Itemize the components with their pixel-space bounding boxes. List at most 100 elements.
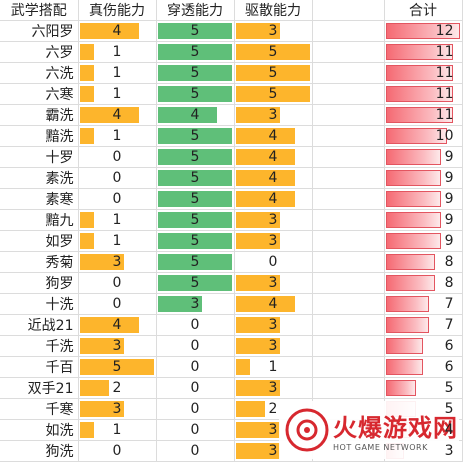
total-cell[interactable]: 9 xyxy=(384,209,463,231)
total-cell[interactable]: 9 xyxy=(384,167,463,189)
empty-cell[interactable] xyxy=(312,125,385,147)
true-damage-cell[interactable]: 0 xyxy=(78,293,157,315)
empty-cell[interactable] xyxy=(312,146,385,168)
dispel-cell[interactable]: 4 xyxy=(234,167,313,189)
combo-name-cell[interactable]: 十罗 xyxy=(0,146,79,168)
true-damage-cell[interactable]: 4 xyxy=(78,20,157,42)
total-cell[interactable]: 12 xyxy=(384,20,463,42)
true-damage-cell[interactable]: 2 xyxy=(78,377,157,399)
combo-name-cell[interactable]: 千百 xyxy=(0,356,79,378)
penetration-cell[interactable]: 5 xyxy=(156,83,235,105)
combo-name-cell[interactable]: 狗罗 xyxy=(0,272,79,294)
empty-cell[interactable] xyxy=(312,62,385,84)
total-cell[interactable]: 5 xyxy=(384,398,463,420)
header-dispel[interactable]: 驱散能力 xyxy=(234,0,313,21)
total-cell[interactable]: 7 xyxy=(384,314,463,336)
header-combo[interactable]: 武学搭配 xyxy=(0,0,79,21)
true-damage-cell[interactable]: 1 xyxy=(78,230,157,252)
penetration-cell[interactable]: 0 xyxy=(156,398,235,420)
combo-name-cell[interactable]: 黯九 xyxy=(0,209,79,231)
penetration-cell[interactable]: 5 xyxy=(156,251,235,273)
true-damage-cell[interactable]: 1 xyxy=(78,83,157,105)
empty-cell[interactable] xyxy=(312,335,385,357)
true-damage-cell[interactable]: 1 xyxy=(78,419,157,441)
dispel-cell[interactable]: 0 xyxy=(234,251,313,273)
true-damage-cell[interactable]: 0 xyxy=(78,188,157,210)
empty-cell[interactable] xyxy=(312,41,385,63)
empty-cell[interactable] xyxy=(312,104,385,126)
total-cell[interactable]: 9 xyxy=(384,146,463,168)
penetration-cell[interactable]: 5 xyxy=(156,62,235,84)
empty-cell[interactable] xyxy=(312,314,385,336)
dispel-cell[interactable]: 5 xyxy=(234,62,313,84)
penetration-cell[interactable]: 0 xyxy=(156,356,235,378)
penetration-cell[interactable]: 5 xyxy=(156,125,235,147)
total-cell[interactable]: 7 xyxy=(384,293,463,315)
penetration-cell[interactable]: 5 xyxy=(156,20,235,42)
penetration-cell[interactable]: 0 xyxy=(156,314,235,336)
combo-name-cell[interactable]: 素洗 xyxy=(0,167,79,189)
dispel-cell[interactable]: 5 xyxy=(234,41,313,63)
dispel-cell[interactable]: 4 xyxy=(234,146,313,168)
dispel-cell[interactable]: 5 xyxy=(234,83,313,105)
dispel-cell[interactable]: 3 xyxy=(234,377,313,399)
empty-cell[interactable] xyxy=(312,230,385,252)
dispel-cell[interactable]: 3 xyxy=(234,209,313,231)
total-cell[interactable]: 9 xyxy=(384,230,463,252)
penetration-cell[interactable]: 5 xyxy=(156,230,235,252)
combo-name-cell[interactable]: 黯洗 xyxy=(0,125,79,147)
empty-cell[interactable] xyxy=(312,188,385,210)
empty-cell[interactable] xyxy=(312,377,385,399)
combo-name-cell[interactable]: 双手21 xyxy=(0,377,79,399)
header-total[interactable]: 合计 xyxy=(384,0,463,21)
combo-name-cell[interactable]: 狗洗 xyxy=(0,440,79,462)
true-damage-cell[interactable]: 4 xyxy=(78,104,157,126)
combo-name-cell[interactable]: 如罗 xyxy=(0,230,79,252)
dispel-cell[interactable]: 3 xyxy=(234,230,313,252)
true-damage-cell[interactable]: 0 xyxy=(78,440,157,462)
total-cell[interactable]: 6 xyxy=(384,335,463,357)
true-damage-cell[interactable]: 3 xyxy=(78,398,157,420)
dispel-cell[interactable]: 4 xyxy=(234,293,313,315)
penetration-cell[interactable]: 0 xyxy=(156,377,235,399)
combo-name-cell[interactable]: 六阳罗 xyxy=(0,20,79,42)
total-cell[interactable]: 3 xyxy=(384,440,463,462)
true-damage-cell[interactable]: 0 xyxy=(78,146,157,168)
dispel-cell[interactable]: 3 xyxy=(234,20,313,42)
empty-cell[interactable] xyxy=(312,251,385,273)
total-cell[interactable]: 10 xyxy=(384,125,463,147)
true-damage-cell[interactable]: 1 xyxy=(78,209,157,231)
total-cell[interactable]: 8 xyxy=(384,272,463,294)
combo-name-cell[interactable]: 素寒 xyxy=(0,188,79,210)
penetration-cell[interactable]: 5 xyxy=(156,167,235,189)
dispel-cell[interactable]: 2 xyxy=(234,398,313,420)
dispel-cell[interactable]: 3 xyxy=(234,104,313,126)
penetration-cell[interactable]: 5 xyxy=(156,209,235,231)
true-damage-cell[interactable]: 1 xyxy=(78,62,157,84)
penetration-cell[interactable]: 0 xyxy=(156,440,235,462)
header-penetration[interactable]: 穿透能力 xyxy=(156,0,235,21)
true-damage-cell[interactable]: 4 xyxy=(78,314,157,336)
empty-cell[interactable] xyxy=(312,272,385,294)
penetration-cell[interactable]: 0 xyxy=(156,335,235,357)
combo-name-cell[interactable]: 六洗 xyxy=(0,62,79,84)
total-cell[interactable]: 11 xyxy=(384,104,463,126)
combo-name-cell[interactable]: 千寒 xyxy=(0,398,79,420)
empty-cell[interactable] xyxy=(312,209,385,231)
combo-name-cell[interactable]: 十洗 xyxy=(0,293,79,315)
combo-name-cell[interactable]: 近战21 xyxy=(0,314,79,336)
penetration-cell[interactable]: 4 xyxy=(156,104,235,126)
true-damage-cell[interactable]: 1 xyxy=(78,41,157,63)
empty-cell[interactable] xyxy=(312,167,385,189)
header-true-damage[interactable]: 真伤能力 xyxy=(78,0,157,21)
dispel-cell[interactable]: 3 xyxy=(234,419,313,441)
dispel-cell[interactable]: 3 xyxy=(234,440,313,462)
empty-cell[interactable] xyxy=(312,356,385,378)
combo-name-cell[interactable]: 如洗 xyxy=(0,419,79,441)
penetration-cell[interactable]: 5 xyxy=(156,146,235,168)
empty-cell[interactable] xyxy=(312,20,385,42)
dispel-cell[interactable]: 4 xyxy=(234,188,313,210)
header-empty[interactable] xyxy=(312,0,385,21)
penetration-cell[interactable]: 5 xyxy=(156,272,235,294)
total-cell[interactable]: 8 xyxy=(384,251,463,273)
